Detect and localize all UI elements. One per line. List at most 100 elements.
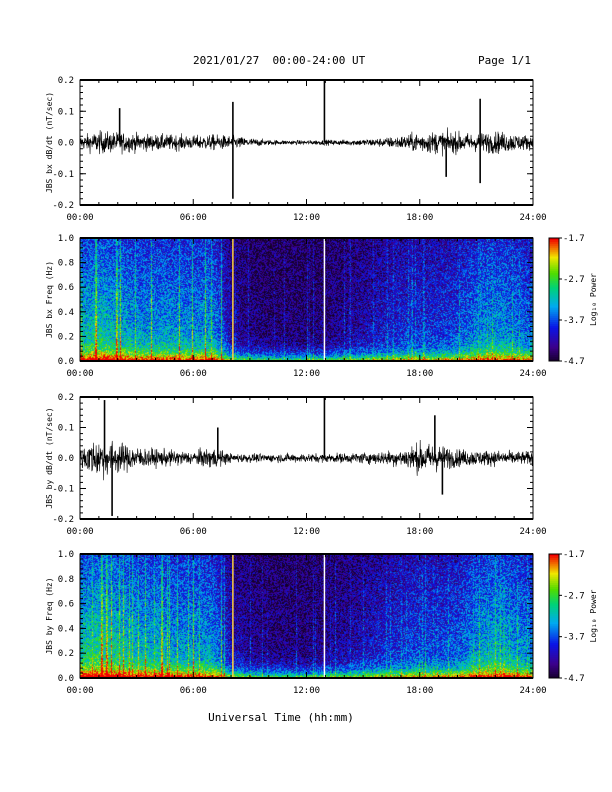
x-tick-label: 00:00 xyxy=(66,527,93,537)
colorbar-frame xyxy=(548,553,560,679)
x-tick-label: 00:00 xyxy=(66,213,93,223)
colorbar-segment xyxy=(549,607,559,611)
colorbar-segment xyxy=(549,305,559,309)
colorbar-segment xyxy=(549,358,559,362)
colorbar-segment xyxy=(549,328,559,331)
page-number: Page 1/1 xyxy=(478,54,531,67)
colorbar-tick-label: -4.7 xyxy=(563,674,585,684)
colorbar-segment xyxy=(549,593,559,596)
colorbar-segment xyxy=(549,252,559,255)
colorbar-label: Log₁₀ Power xyxy=(589,273,598,326)
colorbar-segment xyxy=(549,254,559,257)
colorbar-segment xyxy=(549,264,559,268)
colorbar-segment xyxy=(549,632,559,636)
colorbar-segment xyxy=(549,344,559,348)
colorbar-segment xyxy=(549,556,559,559)
waveform-line xyxy=(79,440,534,481)
colorbar-segment xyxy=(549,564,559,567)
colorbar-segment xyxy=(549,570,559,574)
colorbar-segment xyxy=(549,628,559,631)
colorbar-segment xyxy=(549,618,559,621)
waveform-series xyxy=(79,440,534,481)
colorbar-segment xyxy=(549,624,559,627)
x-tick-label: 24:00 xyxy=(519,686,546,696)
colorbar-segment xyxy=(549,580,559,584)
colorbar-segment xyxy=(549,274,559,278)
colorbar-segment xyxy=(549,279,559,282)
colorbar-segment xyxy=(549,640,559,644)
x-tick-label: 24:00 xyxy=(519,527,546,537)
spectrogram-image xyxy=(80,238,533,361)
colorbar-segment xyxy=(549,591,559,594)
colorbar-segment xyxy=(549,649,559,652)
x-tick-label: 12:00 xyxy=(293,527,320,537)
colorbar-segment xyxy=(549,585,559,588)
y-tick-label: 0.8 xyxy=(58,575,74,585)
colorbar-tick-label: -3.7 xyxy=(563,633,585,643)
colorbar-segment xyxy=(549,611,559,615)
colorbar-segment xyxy=(549,587,559,590)
x-tick-label: 18:00 xyxy=(406,213,433,223)
y-axis-label: JBS by Freq (Hz) xyxy=(45,577,54,654)
colorbar-segment xyxy=(549,272,559,276)
spectrogram-image xyxy=(80,554,533,678)
y-tick-label: 0.0 xyxy=(58,454,74,464)
x-tick-label: 06:00 xyxy=(180,213,207,223)
colorbar-segment xyxy=(549,599,559,603)
colorbar-segment xyxy=(549,574,559,578)
colorbar-segment xyxy=(549,285,559,288)
colorbar-segment xyxy=(549,248,559,251)
x-tick-label: 18:00 xyxy=(406,686,433,696)
colorbar-segment xyxy=(549,301,559,305)
colorbar-segment xyxy=(549,240,559,243)
colorbar-segment xyxy=(549,554,559,557)
colorbar-segment xyxy=(549,671,559,675)
colorbar-segment xyxy=(549,634,559,638)
colorbar-tick-label: -2.7 xyxy=(563,275,585,285)
colorbar-segment xyxy=(549,669,559,673)
y-tick-label: 0.8 xyxy=(58,259,74,269)
colorbar-segment xyxy=(549,307,559,311)
waveform-line xyxy=(79,127,534,157)
colorbar-segment xyxy=(549,572,559,576)
colorbar-tick-label: -1.7 xyxy=(563,234,585,244)
waveform-series xyxy=(79,127,534,157)
y-axis-label: JBS bx Freq (Hz) xyxy=(45,261,54,338)
y-tick-label: 0.2 xyxy=(58,649,74,659)
y-tick-label: -0.1 xyxy=(52,170,74,180)
colorbar-segment xyxy=(549,653,559,656)
colorbar-segment xyxy=(549,622,559,625)
y-axis-label: JBS by dB/dt (nT/sec) xyxy=(45,407,54,508)
colorbar-segment xyxy=(549,313,559,317)
colorbar-segment xyxy=(549,336,559,339)
colorbar-segment xyxy=(549,642,559,646)
colorbar-segment xyxy=(549,657,559,660)
colorbar-segment xyxy=(549,258,559,262)
colorbar-frame xyxy=(548,237,560,362)
colorbar-segment xyxy=(549,675,559,679)
colorbar-segment xyxy=(549,655,559,658)
colorbar-segment xyxy=(549,262,559,266)
colorbar-segment xyxy=(549,354,559,358)
colorbar-segment xyxy=(549,295,559,298)
y-tick-label: 1.0 xyxy=(58,234,74,244)
colorbar-segment xyxy=(549,578,559,582)
colorbar-segment xyxy=(549,303,559,307)
colorbar-tick-label: -3.7 xyxy=(563,316,585,326)
y-tick-label: 0.0 xyxy=(58,674,74,684)
colorbar-segment xyxy=(549,638,559,642)
colorbar-segment xyxy=(549,626,559,629)
colorbar-label: Log₁₀ Power xyxy=(589,589,598,642)
colorbar-segment xyxy=(549,613,559,617)
colorbar-segment xyxy=(549,311,559,315)
colorbar-tick-label: -4.7 xyxy=(563,357,585,367)
colorbar-segment xyxy=(549,340,559,344)
y-tick-label: 0.1 xyxy=(58,424,74,434)
y-tick-label: 0.0 xyxy=(58,139,74,149)
colorbar-segment xyxy=(549,293,559,296)
colorbar-segment xyxy=(549,667,559,671)
colorbar-segment xyxy=(549,620,559,623)
colorbar-segment xyxy=(549,651,559,654)
colorbar-segment xyxy=(549,560,559,563)
